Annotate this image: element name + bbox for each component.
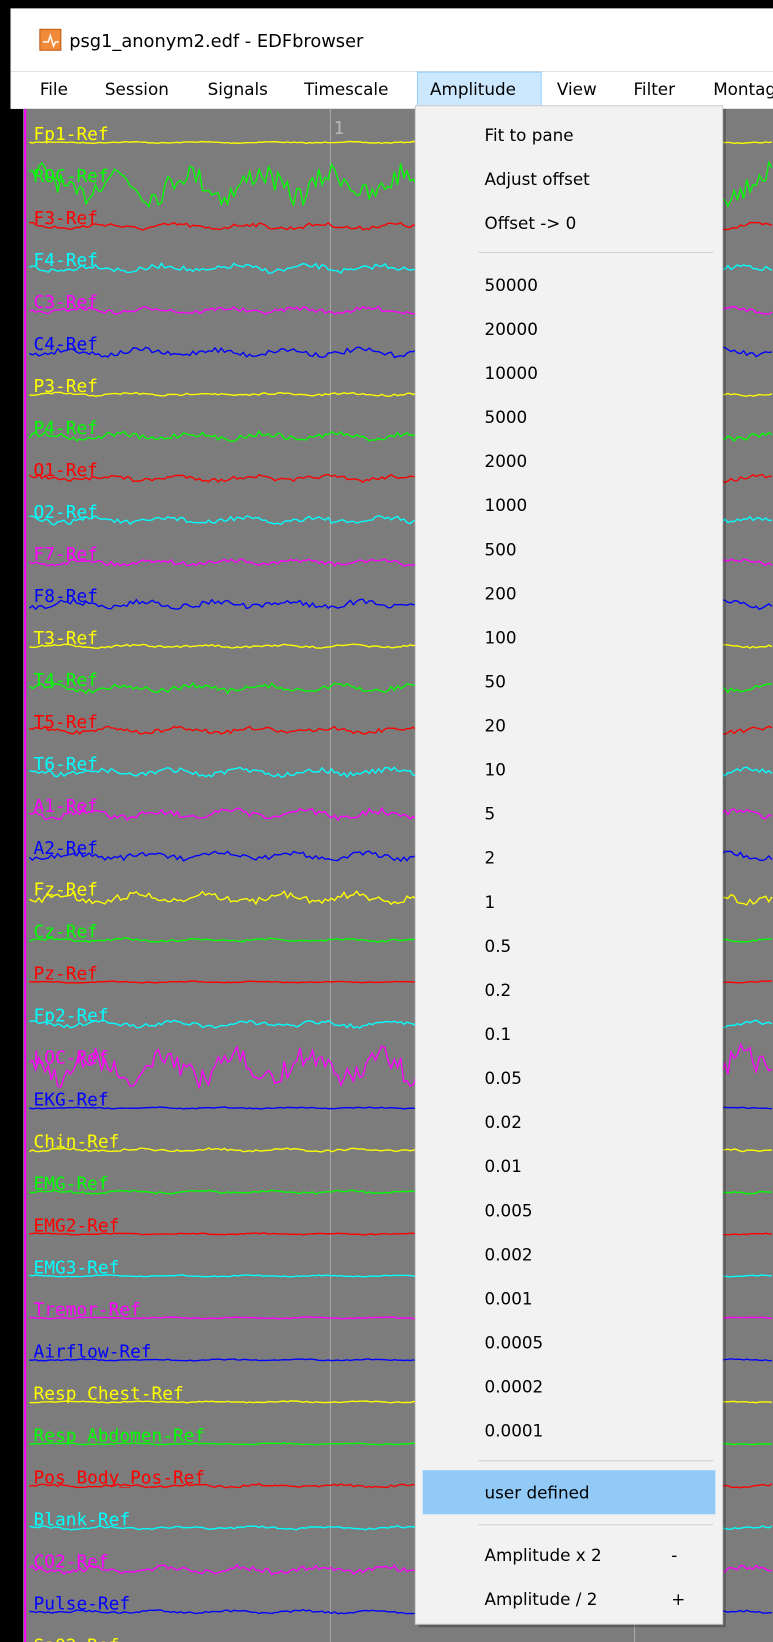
menu-bar-item[interactable]: Signals [208,79,268,99]
signal-label[interactable]: T6-Ref [34,754,98,775]
menu-item[interactable]: 0.2 [485,980,512,1000]
menu-item[interactable]: 50000 [485,275,538,295]
menu-item[interactable]: Fit to pane [485,125,574,145]
menu-item[interactable]: 0.1 [485,1024,512,1044]
signal-label[interactable]: EMG2-Ref [34,1216,120,1237]
menu-item[interactable]: 0.005 [485,1200,533,1220]
signal-label[interactable]: P3-Ref [34,376,98,397]
menu-item[interactable]: 0.002 [485,1244,533,1264]
signal-label[interactable]: CO2-Ref [34,1551,109,1572]
menu-item[interactable]: 10 [485,760,506,780]
menu-shortcut: + [671,1589,685,1609]
signal-label[interactable]: Fp2-Ref [34,1006,109,1027]
menu-item[interactable]: 500 [485,539,517,559]
signal-label[interactable]: A1-Ref [34,796,98,817]
signal-label[interactable]: F4-Ref [34,250,98,271]
signal-label[interactable]: Chin-Ref [34,1132,120,1153]
signal-label[interactable]: EKG-Ref [34,1090,109,1111]
signal-label[interactable]: Resp Abdomen-Ref [34,1426,206,1447]
title-bar-bg [10,8,773,72]
signal-label[interactable]: C3-Ref [34,292,98,313]
menu-item[interactable]: Offset -> 0 [485,213,577,233]
signal-label[interactable]: P4-Ref [34,418,98,439]
menu-item[interactable]: 1000 [485,495,528,515]
menu-item[interactable]: 0.001 [485,1288,533,1308]
menu-item[interactable]: 2000 [485,451,528,471]
signal-label[interactable]: T4-Ref [34,670,98,691]
menu-item[interactable]: 0.0005 [485,1332,544,1352]
signal-label[interactable]: Resp Chest-Ref [34,1384,184,1405]
signal-label[interactable]: LOC-Ref [34,1048,109,1069]
menu-bar-item[interactable]: View [557,79,597,99]
signal-label[interactable]: EMG-Ref [34,1174,109,1195]
signal-label[interactable]: Pulse-Ref [34,1593,131,1614]
menu-bar-bg [10,71,773,109]
menu-item[interactable]: 20 [485,716,506,736]
menu-item[interactable]: 0.0002 [485,1377,544,1397]
signal-label[interactable]: Cz-Ref [34,922,98,943]
signal-label[interactable]: F3-Ref [34,208,98,229]
signal-label[interactable]: C4-Ref [34,334,98,355]
app-icon-glyph [43,33,59,49]
menu-shortcut: - [671,1545,677,1565]
signal-label[interactable]: Airflow-Ref [34,1342,152,1363]
item-highlight [422,1470,716,1515]
menu-item[interactable]: 2 [485,848,496,868]
menu-item[interactable]: 10000 [485,363,538,383]
menu-item[interactable]: 5 [485,804,496,824]
signal-label[interactable]: T3-Ref [34,628,98,649]
menu-item[interactable]: user defined [485,1482,590,1502]
menu-item[interactable]: 0.01 [485,1156,522,1176]
signal-label[interactable]: O2-Ref [34,502,98,523]
menu-item[interactable]: 0.05 [485,1068,522,1088]
menu-item[interactable]: 200 [485,583,517,603]
signal-label[interactable]: Blank-Ref [34,1510,131,1531]
signal-label[interactable]: A2-Ref [34,838,98,859]
menu-bar: File Session Signals Timescale Amplitude View… [10,71,773,109]
title-bar: psg1_anonym2.edf - EDFbrowser [10,8,773,72]
menu-item[interactable]: 50 [485,671,506,691]
app-icon [39,28,62,51]
menu-bar-item[interactable]: Session [105,79,169,99]
signal-label[interactable]: Pz-Ref [34,964,98,985]
signal-label[interactable]: SaO2-Ref [34,1635,120,1642]
menu-item[interactable]: Amplitude / 2 [485,1589,598,1609]
traces [28,140,773,1615]
time-marker: 1 [334,118,345,139]
menu-item[interactable]: Amplitude x 2 [485,1545,602,1565]
menu-item[interactable]: 20000 [485,319,538,339]
menu-item[interactable]: 0.5 [485,936,512,956]
signal-label[interactable]: F8-Ref [34,586,98,607]
menu-item[interactable]: 5000 [485,407,528,427]
signal-label[interactable]: F7-Ref [34,544,98,565]
menu-bar-item[interactable]: Montage [713,79,773,99]
signal-label[interactable]: EMG3-Ref [34,1258,120,1279]
menu-bar-item[interactable]: Amplitude [430,79,516,99]
signal-label[interactable]: T5-Ref [34,712,98,733]
signal-label[interactable]: Fp1-Ref [34,124,109,145]
menu-item[interactable]: 0.02 [485,1112,522,1132]
menu-item[interactable]: 1 [485,892,496,912]
menu-item[interactable]: 0.0001 [485,1421,544,1441]
signal-label[interactable]: Tremor-Ref [34,1300,141,1321]
menu-bar-item[interactable]: Filter [634,79,676,99]
signal-label[interactable]: O1-Ref [34,460,98,481]
signal-labels: Fp1-Ref ROC-Ref F3-Ref F4-Ref C3-Ref C4-Ref P3… [34,124,206,1642]
menu-item[interactable]: 100 [485,627,517,647]
menu-highlight [416,71,542,108]
menu-bar-item[interactable]: File [40,79,68,99]
menu-item[interactable]: Adjust offset [485,169,591,189]
window-title: psg1_anonym2.edf - EDFbrowser [69,31,364,52]
signal-label[interactable]: Pos Body_Pos-Ref [34,1468,206,1489]
signal-label[interactable]: Fz-Ref [34,880,98,901]
menu-bg [414,105,724,1625]
signal-label[interactable]: ROC-Ref [34,166,109,187]
menu-bar-item[interactable]: Timescale [303,79,388,99]
